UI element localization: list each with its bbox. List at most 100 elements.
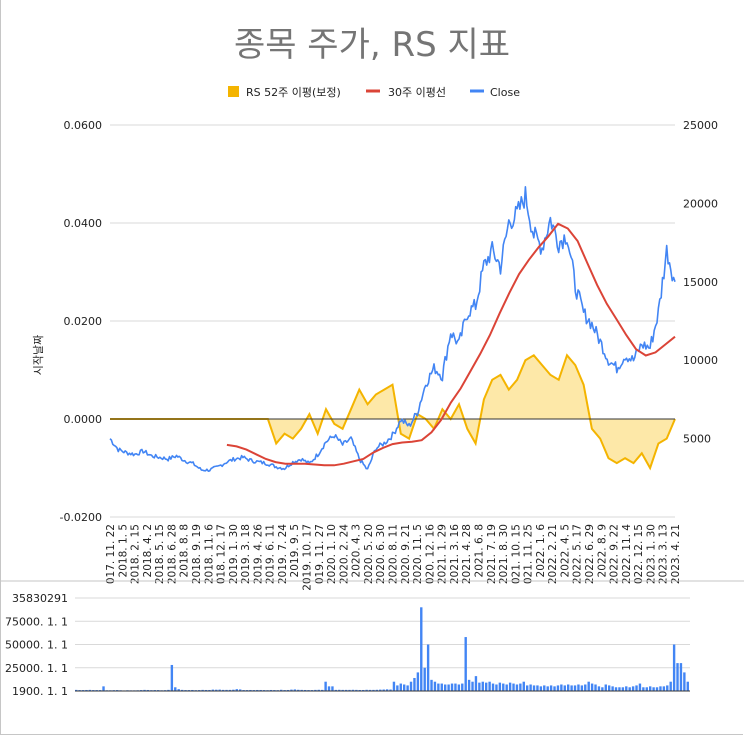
x-tick-label: 2019. 4. 26	[252, 524, 264, 584]
x-tick-label: 2023. 3. 13	[658, 524, 670, 584]
volume-bar	[338, 689, 341, 691]
volume-bar	[375, 689, 379, 691]
x-tick-label: 2019. 9. 5	[289, 524, 301, 577]
volume-bar	[549, 685, 553, 691]
main-grid	[110, 124, 675, 518]
chart-title: 종목 주가, RS 지표	[234, 25, 510, 65]
x-tick-label: 2020. 5. 20	[363, 524, 375, 584]
volume-bar	[215, 689, 218, 691]
x-tick-label: 2020. 11. 5	[412, 524, 424, 584]
volume-bar	[625, 686, 628, 691]
volume-bar	[355, 689, 358, 691]
volume-bar	[440, 683, 443, 691]
volume-bar	[303, 689, 307, 691]
close-line	[109, 186, 676, 472]
volume-bar	[379, 689, 382, 692]
volume-bar	[259, 689, 262, 691]
volume-bar	[208, 689, 211, 691]
volume-bar	[256, 689, 259, 691]
ma-line	[226, 222, 676, 467]
x-tick-label: 2022. 6. 29	[584, 524, 596, 584]
volume-bar	[553, 686, 556, 691]
volume-bar	[437, 683, 440, 691]
volume-bar	[201, 689, 204, 691]
volume-tick-label: 75000. 1. 1	[5, 615, 68, 628]
volume-bar	[420, 607, 423, 691]
x-tick-label: 2022. 2. 21	[547, 524, 559, 584]
x-tick-label: 2020. 8. 11	[388, 524, 400, 584]
volume-bar	[659, 686, 662, 691]
x-tick-label: 2020. 9. 21	[400, 524, 412, 584]
volume-bar	[560, 684, 563, 691]
volume-bar	[433, 681, 437, 691]
volume-bar	[372, 689, 375, 691]
volume-bar	[567, 684, 570, 691]
volume-bar	[351, 689, 355, 691]
volume-bar	[686, 681, 689, 691]
volume-bar	[481, 681, 484, 691]
volume-bar	[597, 686, 601, 691]
volume-bar	[519, 683, 522, 691]
volume-bar	[515, 684, 519, 691]
left-axis-ticks: 0.0600 0.0400 0.0200 0.0000 -0.0200	[60, 119, 102, 524]
volume-bar	[416, 672, 420, 691]
volume-bar	[495, 684, 498, 691]
volume-bar	[485, 682, 488, 691]
volume-bar	[580, 685, 584, 691]
volume-bar	[406, 685, 409, 691]
x-tick-label: 2021. 6. 8	[474, 524, 486, 577]
volume-bar	[488, 681, 491, 691]
volume-bar	[293, 689, 297, 691]
volume-bar	[614, 687, 618, 691]
volume-bar	[655, 687, 659, 691]
volume-bar	[269, 689, 273, 691]
volume-tick-label: 25000. 1. 1	[5, 662, 68, 675]
x-tick-label: 020. 12. 16	[424, 524, 436, 584]
volume-bar	[280, 689, 283, 691]
volume-bar	[543, 685, 546, 691]
volume-tick-label: 35830291	[12, 592, 68, 605]
volume-bar	[368, 689, 372, 691]
volume-bar	[672, 644, 676, 691]
x-tick-label: 2021. 1. 29	[437, 524, 449, 584]
x-tick-label: 2018. 9. 19	[191, 524, 203, 584]
x-tick-label: 2019. 3. 18	[240, 524, 252, 584]
volume-bar	[679, 663, 683, 691]
volume-tick-label: 50000. 1. 1	[5, 639, 68, 652]
right-tick-label: 15000	[683, 276, 718, 289]
volume-bar	[618, 687, 621, 691]
volume-bar	[365, 689, 368, 691]
volume-bar	[382, 689, 385, 691]
volume-bar	[512, 683, 515, 691]
x-tick-label: 021. 11. 25	[523, 524, 535, 584]
volume-bar	[324, 681, 327, 691]
volume-bar	[478, 682, 481, 691]
x-tick-label: 2018. 1. 5	[117, 524, 129, 577]
volume-bar	[683, 672, 686, 691]
volume-bar	[464, 637, 467, 691]
x-tick-label: 2020. 2. 24	[338, 524, 350, 584]
x-tick-label: 2020. 6. 30	[375, 524, 387, 584]
x-tick-label: 2019. 10. 17	[302, 524, 314, 591]
x-tick-label: 021. 10. 15	[510, 524, 522, 584]
volume-bar	[662, 686, 666, 691]
volume-bar	[225, 689, 228, 691]
volume-bar	[146, 689, 150, 691]
right-axis-ticks: 25000 20000 15000 10000 5000	[683, 119, 718, 446]
volume-bar	[221, 689, 225, 691]
x-tick-label: 2018. 4. 2	[142, 524, 154, 577]
volume-bar	[508, 682, 512, 691]
right-tick-label: 25000	[683, 119, 718, 132]
volume-grid	[75, 597, 690, 692]
x-tick-label: 2019. 7. 24	[277, 524, 289, 584]
x-tick-label: 2023. 1. 30	[645, 524, 657, 584]
volume-bar	[75, 689, 78, 691]
x-tick-label: 2019. 6. 11	[265, 524, 277, 584]
volume-bar	[539, 686, 543, 691]
volume-bar	[621, 687, 625, 691]
x-tick-label: 2020. 4. 3	[351, 524, 363, 577]
left-axis-title: 시작날짜	[32, 335, 45, 375]
x-tick-label: 2021. 3. 16	[449, 524, 461, 584]
